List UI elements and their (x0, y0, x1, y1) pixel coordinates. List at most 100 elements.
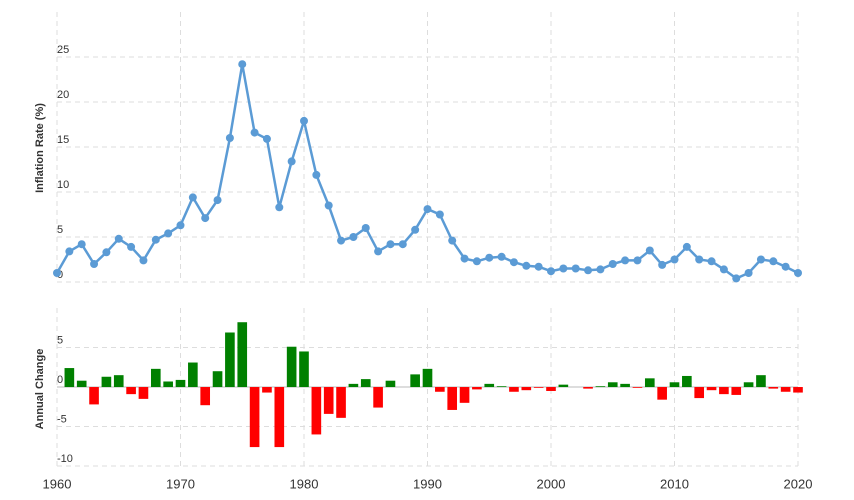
point (225, 134, 234, 142)
point (65, 247, 74, 256)
bar (682, 375, 692, 388)
point (794, 269, 802, 277)
point (188, 193, 197, 202)
bar (237, 322, 248, 388)
point (213, 196, 222, 205)
bar (225, 332, 235, 388)
bar (175, 379, 186, 388)
point (460, 254, 469, 263)
bar (64, 368, 75, 388)
bar (644, 378, 655, 388)
x-tick-label: 1980 (290, 476, 319, 491)
y-tick-label: 0 (57, 374, 63, 386)
point (349, 233, 358, 241)
point (497, 252, 506, 261)
bar (299, 351, 309, 388)
bar (780, 387, 791, 392)
bar (76, 380, 87, 388)
bar (188, 362, 198, 388)
point (707, 257, 716, 266)
point (398, 240, 407, 249)
y-tick-label: 15 (57, 134, 69, 146)
y-tick-label: 10 (57, 179, 69, 191)
bar (422, 368, 433, 388)
point (201, 214, 210, 223)
point (386, 240, 395, 249)
bar (200, 387, 211, 406)
x-tick-label: 2020 (784, 476, 813, 491)
bar (385, 380, 396, 388)
bar (768, 387, 779, 389)
bar (472, 387, 482, 390)
bar (163, 381, 173, 388)
point (584, 266, 593, 275)
bar (521, 387, 532, 391)
x-tick-label: 1970 (166, 476, 195, 491)
point (608, 260, 617, 268)
bar (113, 375, 124, 388)
y-tick-label: 20 (57, 89, 69, 101)
bar (348, 383, 359, 388)
bar (373, 387, 383, 408)
bar (496, 386, 507, 388)
y-tick-label: -5 (57, 413, 67, 425)
bar (583, 387, 593, 389)
x-tick-label: 2000 (537, 476, 566, 491)
bar (126, 387, 136, 395)
point (77, 240, 86, 249)
bar (657, 387, 667, 400)
point (769, 257, 778, 266)
bar (558, 384, 569, 388)
bar (632, 387, 643, 388)
bar (249, 387, 260, 448)
point (645, 246, 654, 255)
point (176, 221, 185, 230)
point (127, 242, 136, 251)
x-tick-label: 1990 (413, 476, 442, 491)
bar (533, 387, 544, 388)
y-tick-label: 5 (57, 224, 63, 236)
point (522, 261, 531, 270)
point (485, 253, 494, 262)
point (324, 201, 333, 210)
point (670, 255, 679, 264)
point (411, 225, 420, 234)
point (448, 236, 457, 245)
bar (435, 387, 445, 392)
point (238, 60, 247, 69)
x-tick-label: 1960 (43, 476, 72, 491)
bar (793, 387, 803, 393)
bar (756, 375, 766, 388)
point (300, 116, 308, 125)
bar (262, 387, 272, 393)
point (151, 235, 160, 244)
bar (410, 374, 420, 388)
y-axis-title: Inflation Rate (%) (34, 103, 46, 193)
point (361, 224, 370, 232)
point (682, 242, 691, 251)
bar (620, 383, 630, 388)
bar (595, 386, 606, 388)
point (658, 260, 667, 269)
bar (150, 368, 161, 388)
point (374, 247, 383, 256)
point (596, 265, 605, 274)
bar (274, 387, 285, 448)
point (633, 256, 642, 265)
point (472, 257, 481, 266)
point (139, 256, 148, 265)
y-tick-label: -10 (57, 453, 73, 465)
bar (546, 387, 556, 391)
point (312, 170, 321, 179)
bar (101, 376, 112, 388)
bar (336, 387, 346, 418)
point (262, 134, 271, 143)
point (114, 234, 123, 243)
point (756, 255, 765, 264)
point (559, 264, 568, 273)
point (435, 210, 444, 219)
point (250, 128, 259, 137)
point (732, 274, 741, 283)
point (621, 256, 630, 265)
